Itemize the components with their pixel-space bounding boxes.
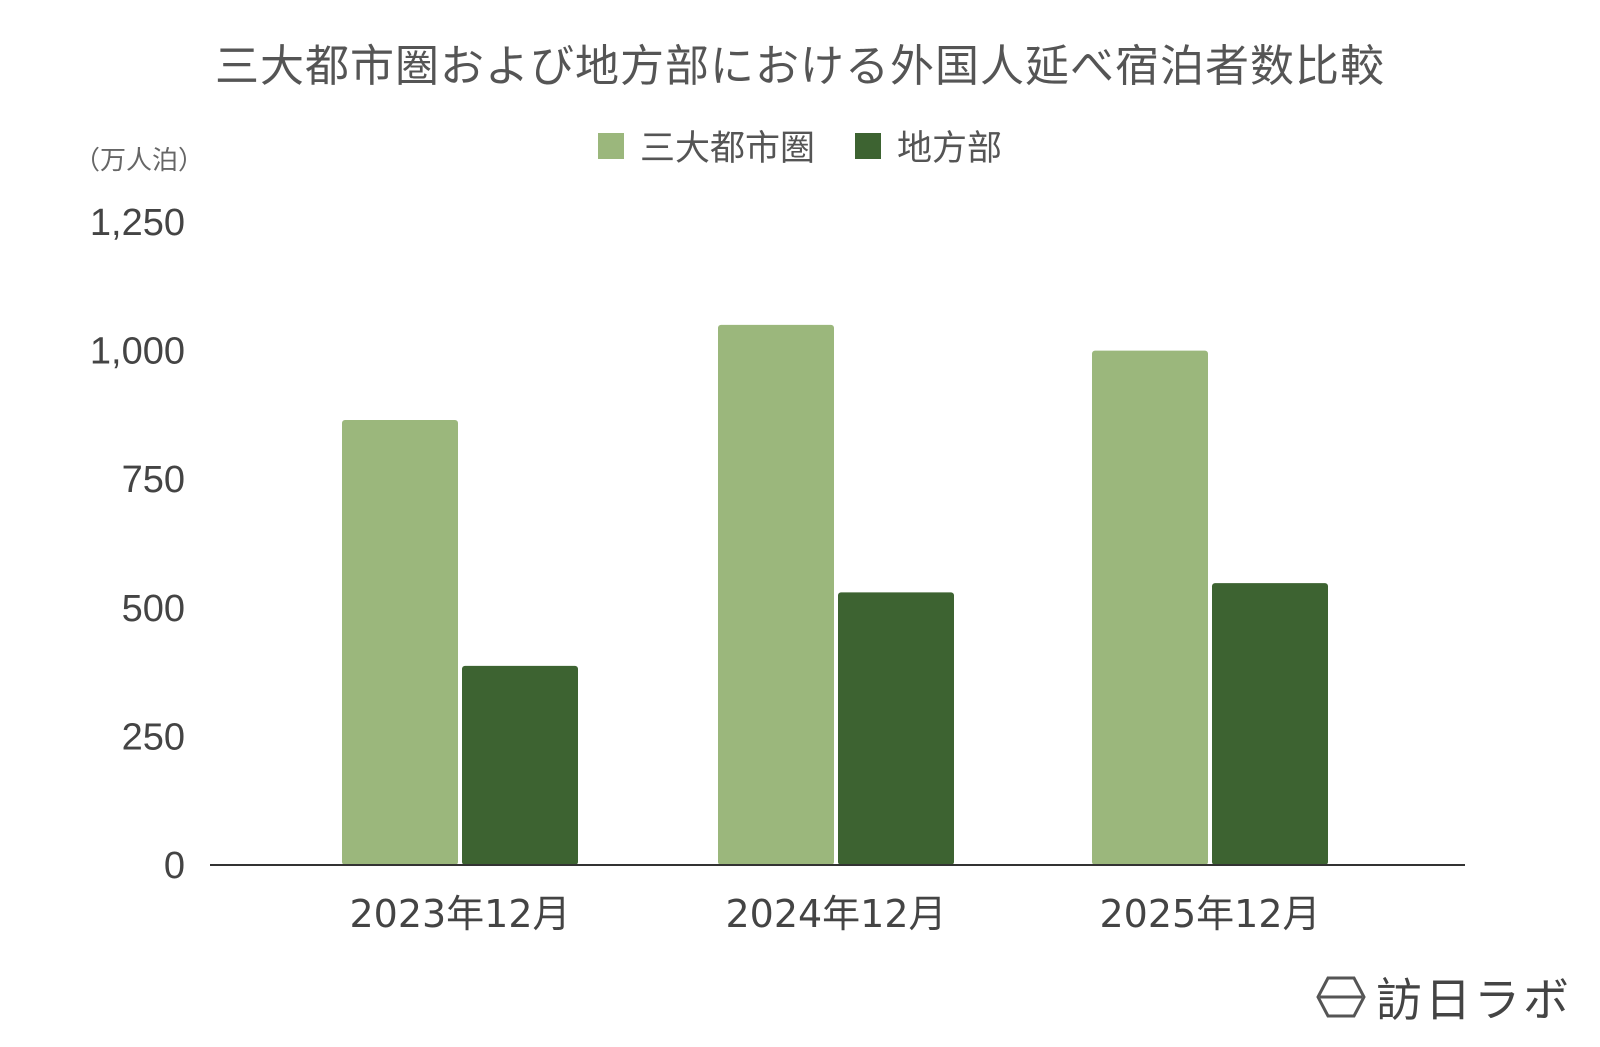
- y-tick-label: 250: [122, 716, 185, 758]
- legend-label-metro: 三大都市圏: [639, 129, 815, 169]
- legend-swatch-regional: [855, 132, 881, 159]
- legend-label-regional: 地方部: [897, 129, 1003, 169]
- bar-metro-2: [1092, 350, 1208, 866]
- x-tick-labels: 2023年12月 2024年12月 2025年12月: [349, 892, 1320, 936]
- y-tick-label: 750: [122, 459, 185, 501]
- y-tick-label: 0: [164, 845, 185, 887]
- y-tick-label: 500: [122, 588, 185, 630]
- y-tick-label: 1,250: [90, 202, 185, 244]
- hexagon-logo-icon: [1316, 976, 1366, 1018]
- bar-regional-2: [1212, 583, 1328, 865]
- legend: 三大都市圏 地方部: [0, 120, 1600, 171]
- legend-item-regional: 地方部: [855, 120, 1002, 171]
- y-axis-unit-label: （万人泊）: [74, 146, 205, 176]
- bar-metro-1: [718, 324, 834, 865]
- legend-swatch-metro: [597, 132, 624, 159]
- bar-metro-0: [342, 420, 458, 865]
- legend-item-metro: 三大都市圏: [597, 120, 815, 171]
- bar-regional-1: [838, 592, 954, 865]
- y-tick-labels: 0 250 500 750 1,000 1,250: [90, 202, 185, 887]
- bars: [342, 324, 1328, 866]
- brand-text: 訪日ラボ: [1376, 973, 1572, 1027]
- y-tick-label: 1,000: [90, 331, 185, 373]
- bar-regional-0: [462, 665, 578, 865]
- brand-logo: 訪日ラボ: [1316, 964, 1572, 1030]
- x-tick-label: 2024年12月: [725, 892, 946, 936]
- x-tick-label: 2025年12月: [1099, 892, 1320, 936]
- chart-title: 三大都市圏および地方部における外国人延べ宿泊者数比較: [215, 41, 1385, 92]
- x-tick-label: 2023年12月: [349, 892, 570, 936]
